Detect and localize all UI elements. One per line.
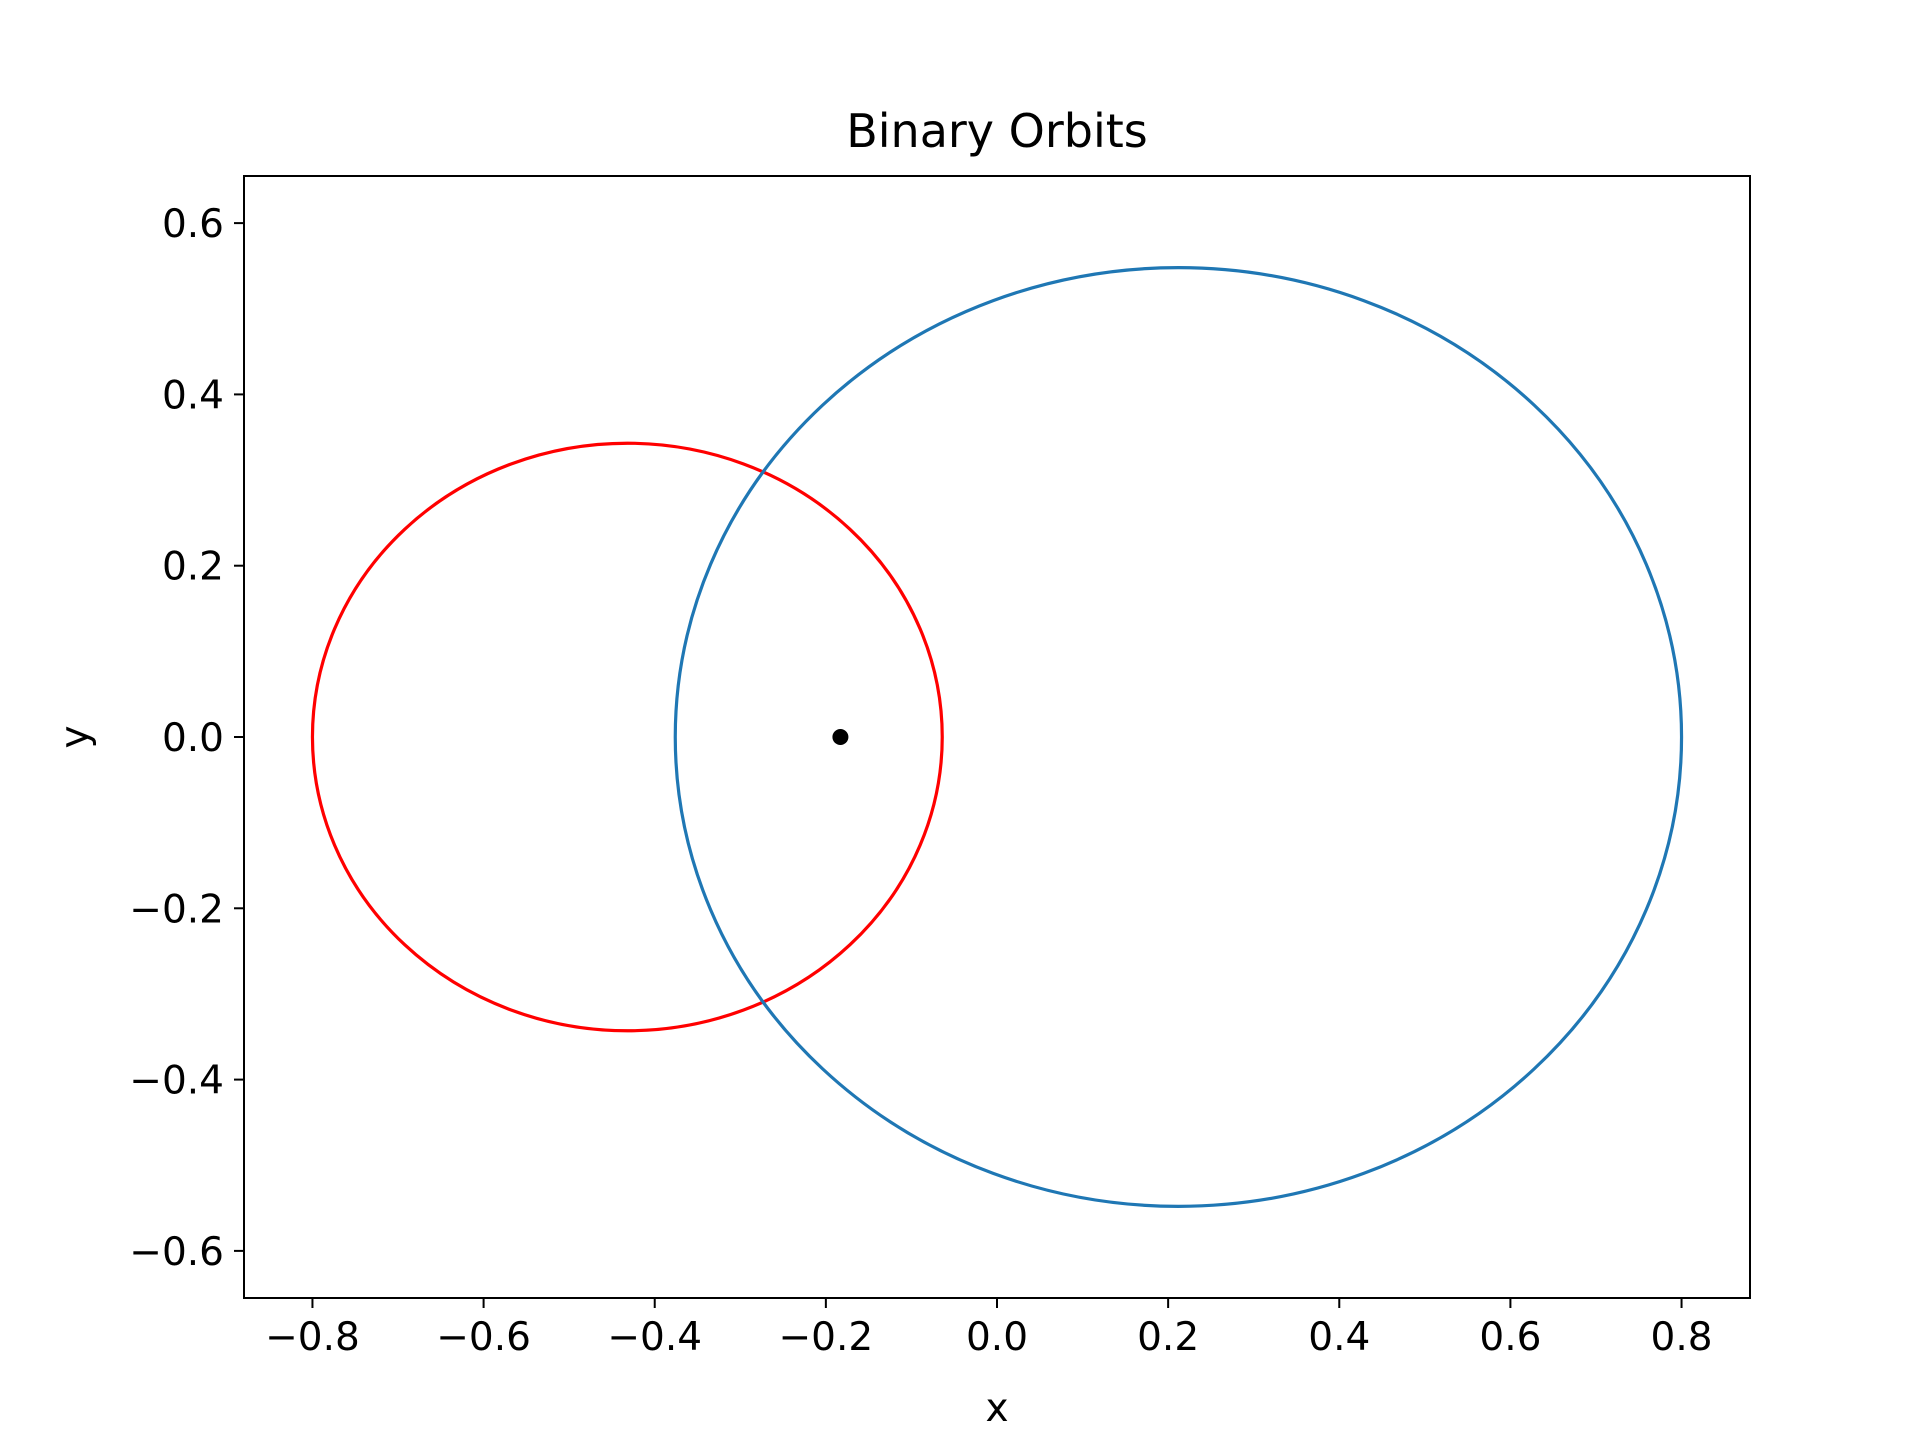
x-tick-label: 0.4 xyxy=(1308,1315,1370,1360)
y-tick-label: 0.2 xyxy=(162,545,224,590)
x-tick-label: 0.0 xyxy=(966,1315,1028,1360)
x-axis-label: x xyxy=(985,1386,1008,1431)
x-tick-label: 0.6 xyxy=(1479,1315,1541,1360)
y-tick-label: 0.4 xyxy=(162,373,224,418)
x-tick-label: 0.8 xyxy=(1651,1315,1713,1360)
x-tick-label: 0.2 xyxy=(1137,1315,1199,1360)
y-tick-label: −0.6 xyxy=(129,1230,224,1275)
orbit-line-0 xyxy=(310,441,944,1033)
y-tick-label: 0.6 xyxy=(162,202,224,247)
x-tick-label: −0.4 xyxy=(607,1315,702,1360)
y-axis-label: y xyxy=(53,725,98,748)
orbit-line-1 xyxy=(673,266,1684,1208)
x-tick-label: −0.8 xyxy=(265,1315,360,1360)
y-tick-label: −0.2 xyxy=(129,887,224,932)
x-tick-label: −0.2 xyxy=(779,1315,874,1360)
x-tick-label: −0.6 xyxy=(436,1315,531,1360)
chart-title: Binary Orbits xyxy=(846,104,1148,158)
y-tick-label: 0.0 xyxy=(162,716,224,761)
y-tick-label: −0.4 xyxy=(129,1059,224,1104)
center-of-mass-point xyxy=(832,729,849,745)
